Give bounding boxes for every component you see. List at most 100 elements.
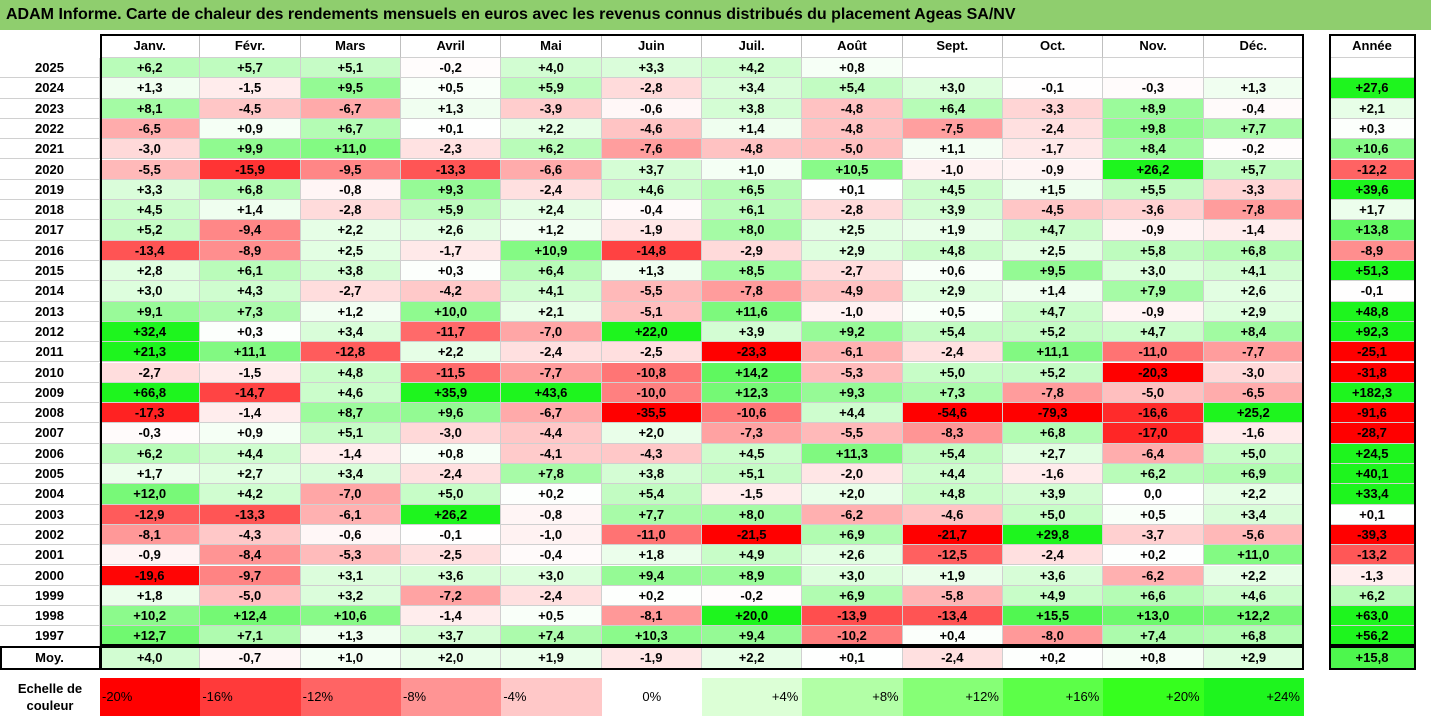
heatmap-cell: -4,8 <box>802 98 903 119</box>
heatmap-cell: +3,4 <box>300 321 401 343</box>
heatmap-cell: -2,5 <box>400 545 502 566</box>
heatmap-cell: +5,4 <box>601 484 702 505</box>
heatmap-cell: +3,9 <box>902 200 1003 221</box>
heatmap-cell: -2,4 <box>902 342 1003 363</box>
heatmap-cell: +9,4 <box>701 626 803 647</box>
heatmap-cell: -6,2 <box>802 504 903 525</box>
heatmap-cell: +0,9 <box>200 118 301 140</box>
annual-cell: -8,9 <box>1329 240 1416 261</box>
heatmap-cell: +5,1 <box>701 464 803 485</box>
heatmap-cell: +0,3 <box>200 321 301 343</box>
heatmap-cell: -4,8 <box>802 118 903 140</box>
heatmap-cell: +9,1 <box>100 301 201 322</box>
heatmap-cell: -19,6 <box>100 565 201 586</box>
heatmap-cell: +6,6 <box>1103 585 1204 607</box>
annual-cell: +92,3 <box>1329 321 1416 343</box>
heatmap-cell: -0,1 <box>1002 78 1104 99</box>
average-cell: +2,9 <box>1203 646 1304 670</box>
heatmap-cell: +4,8 <box>300 362 401 383</box>
year-label: 2004 <box>0 484 100 505</box>
heatmap-cell: -3,9 <box>501 98 602 119</box>
heatmap-cell: +0,9 <box>200 423 301 444</box>
heatmap-cell: -4,3 <box>601 443 702 464</box>
heatmap-cell: +5,2 <box>1002 321 1104 343</box>
heatmap-cell: -1,5 <box>701 484 803 505</box>
column-header: Août <box>802 34 903 58</box>
annual-cell: +182,3 <box>1329 382 1416 404</box>
scale-step: +8% <box>802 678 903 716</box>
heatmap-cell: -7,6 <box>601 139 702 160</box>
heatmap-cell: -2,0 <box>802 464 903 485</box>
heatmap-cell: +1,3 <box>100 78 201 99</box>
heatmap-cell: -4,9 <box>802 281 903 302</box>
heatmap-cell: -0,8 <box>300 179 401 201</box>
heatmap-cell: +0,5 <box>400 78 502 99</box>
heatmap-cell: +2,9 <box>1203 301 1304 322</box>
heatmap-cell: +3,6 <box>400 565 502 586</box>
heatmap-cell: +10,5 <box>802 159 903 180</box>
annual-cell: +13,8 <box>1329 220 1416 241</box>
year-label: 2019 <box>0 179 100 201</box>
heatmap-cell: +3,6 <box>1002 565 1104 586</box>
heatmap-cell: -5,8 <box>902 585 1003 607</box>
heatmap-cell: -7,7 <box>501 362 602 383</box>
average-cell: +1,0 <box>300 646 401 670</box>
annual-cell: +33,4 <box>1329 484 1416 505</box>
heatmap-cell: +5,2 <box>100 220 201 241</box>
year-label: 2005 <box>0 464 100 485</box>
heatmap-cell: -16,6 <box>1103 403 1204 424</box>
heatmap-cell: -7,8 <box>1002 382 1104 404</box>
heatmap-cell: +6,4 <box>902 98 1003 119</box>
heatmap-cell: +0,8 <box>802 58 903 79</box>
heatmap-cell: +11,1 <box>1002 342 1104 363</box>
heatmap-cell: +9,3 <box>400 179 502 201</box>
heatmap-cell: -2,7 <box>100 362 201 383</box>
heatmap-cell: +0,3 <box>400 261 502 282</box>
average-cell: -1,9 <box>601 646 702 670</box>
heatmap-cell: -9,4 <box>200 220 301 241</box>
heatmap-cell: -0,1 <box>400 524 502 546</box>
heatmap-cell: -2,8 <box>300 200 401 221</box>
heatmap-cell: -6,7 <box>300 98 401 119</box>
heatmap-cell: -2,4 <box>501 585 602 607</box>
heatmap-cell: -13,9 <box>802 606 903 627</box>
heatmap-cell: -2,3 <box>400 139 502 160</box>
heatmap-cell: -10,2 <box>802 626 903 647</box>
column-header: Mai <box>501 34 602 58</box>
heatmap-cell: +1,1 <box>902 139 1003 160</box>
heatmap-cell: -8,1 <box>601 606 702 627</box>
heatmap-cell: -11,5 <box>400 362 502 383</box>
heatmap-cell: +21,3 <box>100 342 201 363</box>
heatmap-cell: +1,7 <box>100 464 201 485</box>
heatmap-cell: +2,4 <box>501 200 602 221</box>
heatmap-cell: +8,4 <box>1103 139 1204 160</box>
heatmap-cell: +3,3 <box>601 58 702 79</box>
heatmap-cell: +9,2 <box>802 321 903 343</box>
heatmap-cell: +20,0 <box>701 606 803 627</box>
heatmap-cell: +2,6 <box>400 220 502 241</box>
year-label: 2017 <box>0 220 100 241</box>
heatmap-cell: +11,6 <box>701 301 803 322</box>
heatmap-cell: +5,5 <box>1103 179 1204 201</box>
heatmap-cell: -3,0 <box>400 423 502 444</box>
heatmap-cell: +2,0 <box>802 484 903 505</box>
heatmap-cell: -0,9 <box>1103 220 1204 241</box>
heatmap-cell: -4,4 <box>501 423 602 444</box>
heatmap-cell: +12,4 <box>200 606 301 627</box>
heatmap-cell: +1,2 <box>300 301 401 322</box>
heatmap-cell: -2,4 <box>501 342 602 363</box>
heatmap-cell: +2,7 <box>1002 443 1104 464</box>
heatmap-cell: +8,1 <box>100 98 201 119</box>
column-header: Nov. <box>1103 34 1204 58</box>
heatmap-cell: +4,7 <box>1002 301 1104 322</box>
heatmap-cell: +1,4 <box>1002 281 1104 302</box>
heatmap-cell: +6,2 <box>1103 464 1204 485</box>
heatmap-cell: +4,1 <box>501 281 602 302</box>
heatmap-cell: -54,6 <box>902 403 1003 424</box>
heatmap-cell: -6,1 <box>802 342 903 363</box>
heatmap-cell: +5,7 <box>1203 159 1304 180</box>
heatmap-cell: -4,8 <box>701 139 803 160</box>
heatmap-cell: -1,9 <box>601 220 702 241</box>
heatmap-cell: -3,3 <box>1002 98 1104 119</box>
heatmap-cell: -14,8 <box>601 240 702 261</box>
